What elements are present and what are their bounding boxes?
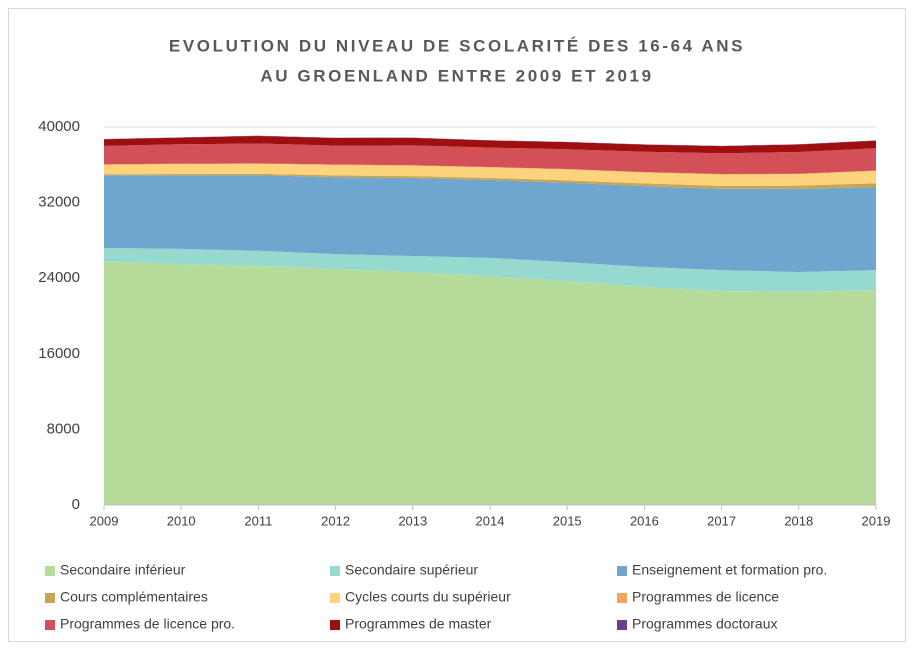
- x-tick-label: 2010: [167, 513, 196, 528]
- area: [104, 143, 876, 175]
- area: [104, 261, 876, 505]
- area: [104, 173, 876, 189]
- legend-swatch: [45, 566, 55, 576]
- area: [104, 135, 876, 154]
- area: [104, 247, 876, 292]
- x-tick-label: 2011: [244, 513, 272, 528]
- legend-swatch: [45, 593, 55, 603]
- legend-label: Programmes de licence: [632, 589, 779, 605]
- legend-swatch: [617, 566, 627, 576]
- x-tick-label: 2014: [476, 513, 505, 528]
- y-tick-label: 0: [72, 496, 80, 513]
- y-tick-label: 32000: [38, 194, 80, 211]
- x-tick-label: 2009: [90, 513, 119, 528]
- legend-label: Enseignement et formation pro.: [632, 562, 827, 578]
- legend-label: Programmes de master: [345, 616, 492, 632]
- legend-label: Cours complémentaires: [60, 589, 208, 605]
- y-tick-label: 16000: [38, 345, 80, 362]
- x-tick-label: 2019: [862, 513, 891, 528]
- legend-swatch: [330, 620, 340, 630]
- y-tick-label: 40000: [38, 118, 80, 135]
- x-tick-label: 2013: [398, 513, 427, 528]
- legend-swatch: [617, 593, 627, 603]
- x-tick-label: 2018: [784, 513, 813, 528]
- legend-label: Cycles courts du supérieur: [345, 589, 511, 605]
- y-tick-label: 24000: [38, 269, 80, 286]
- legend-swatch: [330, 566, 340, 576]
- x-tick-label: 2017: [707, 513, 736, 528]
- area: [104, 163, 876, 186]
- x-tick-label: 2016: [630, 513, 659, 528]
- chart-title: EVOLUTION DU NIVEAU DE SCOLARITÉ DES 16-…: [169, 36, 745, 55]
- legend-label: Programmes doctoraux: [632, 616, 778, 632]
- legend-label: Secondaire supérieur: [345, 562, 478, 578]
- legend-label: Secondaire inférieur: [60, 562, 186, 578]
- chart-title: AU GROENLAND ENTRE 2009 ET 2019: [260, 66, 653, 85]
- area: [104, 175, 876, 273]
- x-tick-label: 2012: [321, 513, 350, 528]
- x-tick-label: 2015: [553, 513, 582, 528]
- legend-label: Programmes de licence pro.: [60, 616, 235, 632]
- legend-swatch: [617, 620, 627, 630]
- legend-swatch: [330, 593, 340, 603]
- y-tick-label: 8000: [47, 420, 80, 437]
- legend-swatch: [45, 620, 55, 630]
